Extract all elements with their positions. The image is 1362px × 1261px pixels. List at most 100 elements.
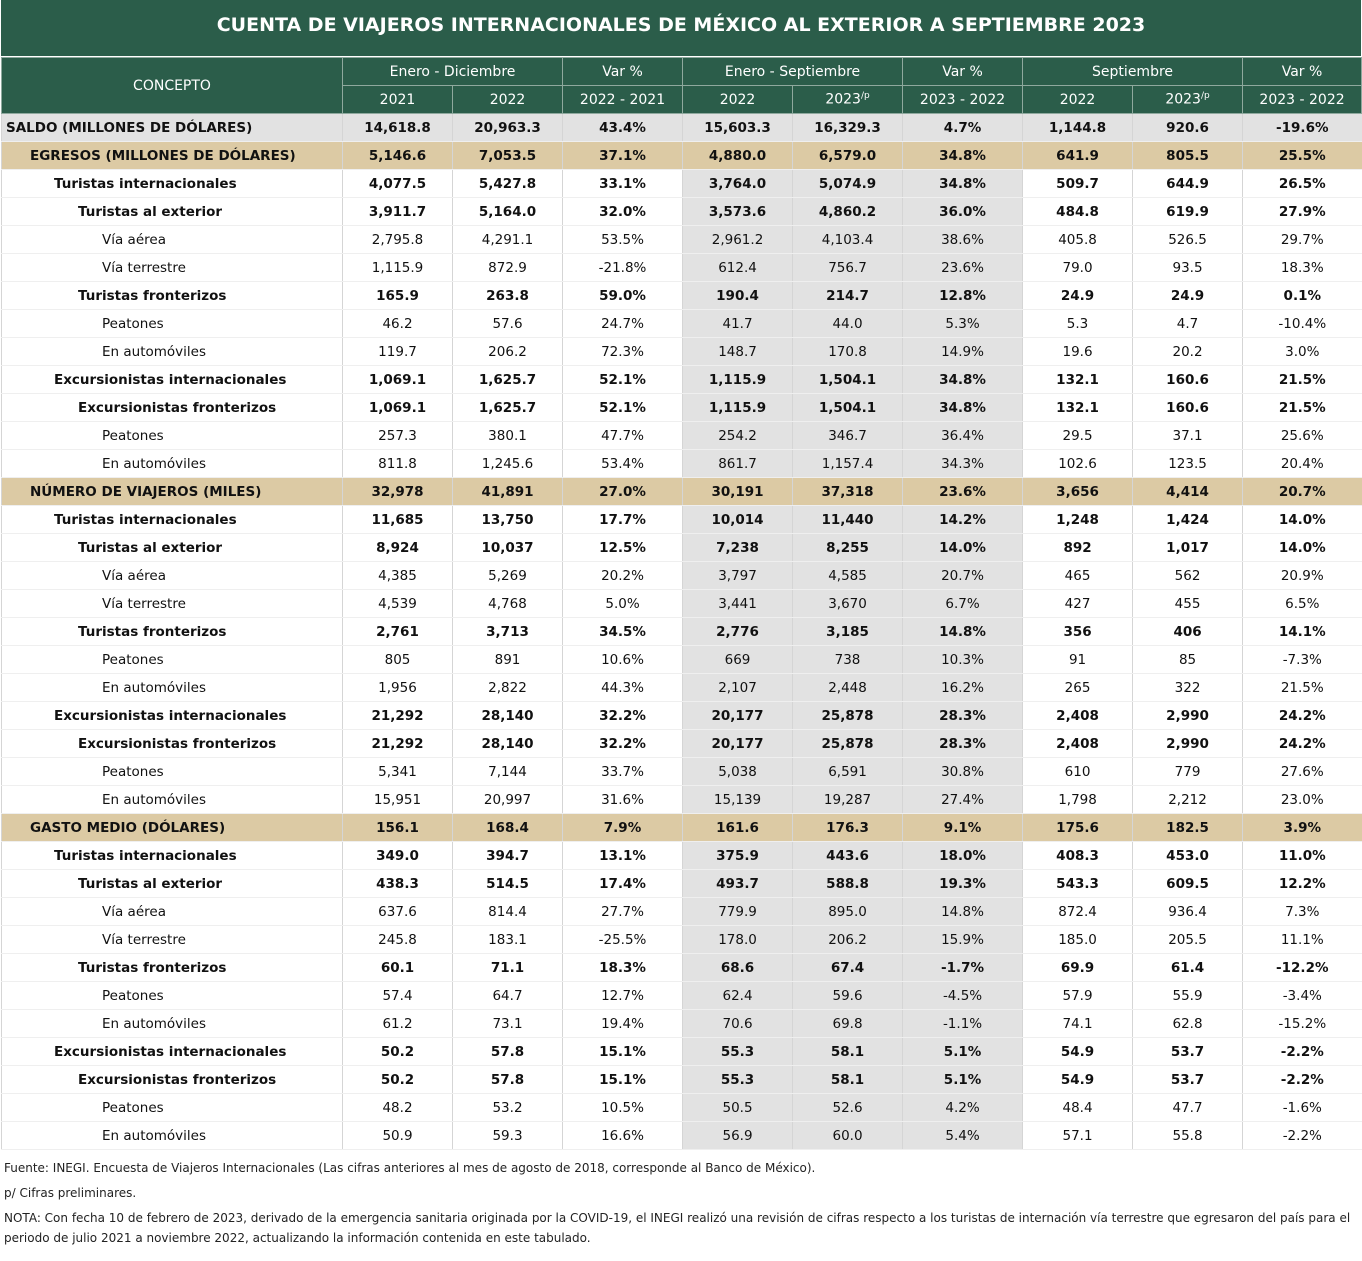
- concept-cell: SALDO (MILLONES DE DÓLARES): [1, 113, 343, 142]
- value-cell: 183.1: [451, 925, 563, 954]
- value-cell: 13.1%: [562, 841, 683, 870]
- value-cell: 20.9%: [1242, 561, 1362, 590]
- value-cell: 669: [682, 645, 793, 674]
- value-cell: 53.7: [1132, 1037, 1243, 1066]
- value-cell: 4,539: [342, 589, 453, 618]
- value-cell: 3,797: [682, 561, 793, 590]
- value-cell: 25.6%: [1242, 421, 1362, 450]
- value-cell: 2,212: [1132, 785, 1243, 814]
- concept-cell: Turistas internacionales: [1, 169, 343, 198]
- value-cell: 2,822: [451, 673, 563, 702]
- value-cell: 2,408: [1022, 701, 1133, 730]
- column-label: 2023: [1165, 91, 1201, 108]
- value-cell: 26.5%: [1242, 169, 1362, 198]
- column-label: 2022: [489, 91, 526, 108]
- value-cell: 62.8: [1132, 1009, 1243, 1038]
- header-column: 2022: [682, 85, 794, 114]
- value-cell: 30,191: [682, 477, 793, 506]
- value-cell: 8,255: [792, 533, 903, 562]
- value-cell: 4.7%: [902, 113, 1023, 142]
- table-row: Turistas fronterizos 2,761 3,713 34.5% 2,776…: [1, 617, 1362, 646]
- value-cell: 44.0: [792, 309, 903, 338]
- value-cell: -3.4%: [1242, 981, 1362, 1010]
- value-cell: -25.5%: [562, 925, 683, 954]
- value-cell: 57.6: [451, 309, 563, 338]
- value-cell: 15.1%: [562, 1037, 683, 1066]
- value-cell: 465: [1022, 561, 1133, 590]
- table-row: Vía terrestre 1,115.9 872.9 -21.8% 612.4 756.…: [1, 253, 1362, 282]
- table-row: Turistas al exterior 8,924 10,037 12.5% 7,23…: [1, 533, 1362, 562]
- value-cell: 24.9: [1022, 281, 1133, 310]
- header-group: Var %: [1242, 57, 1362, 86]
- value-cell: 161.6: [682, 813, 793, 842]
- value-cell: 0.1%: [1242, 281, 1362, 310]
- table-row: Turistas internacionales 349.0 394.7 13.1% 3…: [1, 841, 1362, 870]
- value-cell: 438.3: [342, 869, 453, 898]
- table-row: Vía aérea 2,795.8 4,291.1 53.5% 2,961.2 4,103…: [1, 225, 1362, 254]
- value-cell: 58.1: [792, 1065, 903, 1094]
- value-cell: 453.0: [1132, 841, 1243, 870]
- value-cell: 1,115.9: [682, 393, 793, 422]
- value-cell: 24.2%: [1242, 729, 1362, 758]
- value-cell: 37,318: [792, 477, 903, 506]
- value-cell: 936.4: [1132, 897, 1243, 926]
- value-cell: 1,504.1: [792, 393, 903, 422]
- table-row: Excursionistas fronterizos 1,069.1 1,625.7…: [1, 393, 1362, 422]
- value-cell: 20,177: [682, 701, 793, 730]
- concept-cell: En automóviles: [1, 785, 343, 814]
- value-cell: 214.7: [792, 281, 903, 310]
- concept-cell: Vía aérea: [1, 225, 343, 254]
- value-cell: 53.5%: [562, 225, 683, 254]
- value-cell: 170.8: [792, 337, 903, 366]
- table-row: Vía terrestre 245.8 183.1 -25.5% 178.0 206.2 1…: [1, 925, 1362, 954]
- value-cell: 514.5: [451, 869, 563, 898]
- value-cell: 19.4%: [562, 1009, 683, 1038]
- value-cell: -15.2%: [1242, 1009, 1362, 1038]
- value-cell: 50.9: [342, 1121, 453, 1150]
- value-cell: 148.7: [682, 337, 793, 366]
- value-cell: 58.1: [792, 1037, 903, 1066]
- value-cell: 185.0: [1022, 925, 1133, 954]
- table-title: CUENTA DE VIAJEROS INTERNACIONALES DE MÉ…: [1, 0, 1361, 57]
- value-cell: 25,878: [792, 729, 903, 758]
- value-cell: 13,750: [451, 505, 563, 534]
- value-cell: 380.1: [451, 421, 563, 450]
- value-cell: 493.7: [682, 869, 793, 898]
- table-row: Excursionistas fronterizos 21,292 28,140 32…: [1, 729, 1362, 758]
- value-cell: 4,414: [1132, 477, 1243, 506]
- value-cell: 7,144: [451, 757, 563, 786]
- value-cell: 47.7%: [562, 421, 683, 450]
- value-cell: 814.4: [451, 897, 563, 926]
- value-cell: 6,579.0: [792, 141, 903, 170]
- concept-cell: En automóviles: [1, 449, 343, 478]
- table-row: Excursionistas fronterizos 50.2 57.8 15.1% 5…: [1, 1065, 1362, 1094]
- value-cell: 41,891: [451, 477, 563, 506]
- value-cell: -2.2%: [1242, 1037, 1362, 1066]
- concept-cell: Peatones: [1, 981, 343, 1010]
- value-cell: 443.6: [792, 841, 903, 870]
- note: Fuente: INEGI. Encuesta de Viajeros Inte…: [4, 1161, 816, 1175]
- value-cell: 2,990: [1132, 729, 1243, 758]
- value-cell: 29.7%: [1242, 225, 1362, 254]
- column-label: 2021: [379, 91, 416, 108]
- value-cell: 644.9: [1132, 169, 1243, 198]
- value-cell: 3,911.7: [342, 197, 453, 226]
- value-cell: 4,077.5: [342, 169, 453, 198]
- value-cell: 3,764.0: [682, 169, 793, 198]
- data-table: CONCEPTO Enero - Diciembre Var % Enero - S…: [1, 57, 1362, 1150]
- table-row: Turistas internacionales 4,077.5 5,427.8 33…: [1, 169, 1362, 198]
- value-cell: 52.1%: [562, 365, 683, 394]
- value-cell: 14.8%: [902, 897, 1023, 926]
- value-cell: 16.2%: [902, 673, 1023, 702]
- concept-cell: En automóviles: [1, 673, 343, 702]
- value-cell: 641.9: [1022, 141, 1133, 170]
- value-cell: 609.5: [1132, 869, 1243, 898]
- value-cell: 34.5%: [562, 617, 683, 646]
- concept-cell: Turistas internacionales: [1, 505, 343, 534]
- note: p/ Cifras preliminares.: [4, 1186, 137, 1200]
- value-cell: 60.0: [792, 1121, 903, 1150]
- value-cell: 20.4%: [1242, 449, 1362, 478]
- table-row: GASTO MEDIO (DÓLARES) 156.1 168.4 7.9% 161.6…: [1, 813, 1362, 842]
- value-cell: 12.8%: [902, 281, 1023, 310]
- value-cell: 1,157.4: [792, 449, 903, 478]
